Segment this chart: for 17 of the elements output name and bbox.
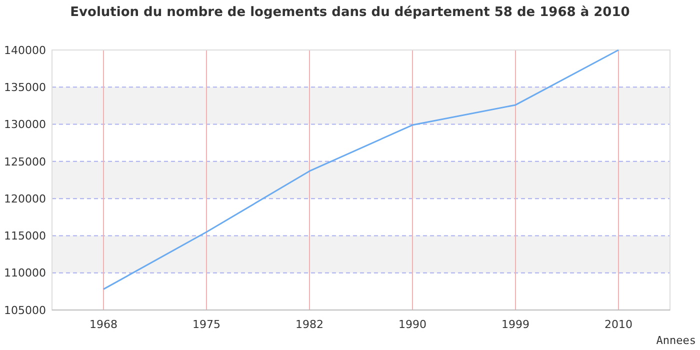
y-tick-label: 135000 — [4, 80, 46, 94]
x-tick-label: 1990 — [398, 318, 426, 331]
y-tick-label: 140000 — [4, 44, 46, 57]
y-tick-label: 125000 — [4, 155, 46, 168]
y-tick-label: 105000 — [4, 304, 46, 317]
x-tick-label: 1968 — [90, 318, 118, 331]
y-tick-label: 110000 — [4, 266, 46, 280]
y-tick-label: 130000 — [4, 118, 46, 132]
x-tick-label: 1982 — [296, 318, 324, 331]
y-tick-label: 115000 — [4, 230, 46, 243]
x-tick-label: 1999 — [502, 318, 530, 331]
x-tick-label: 2010 — [604, 318, 632, 331]
line-series — [102, 49, 620, 290]
y-tick-label: 120000 — [4, 192, 46, 206]
chart-title: Evolution du nombre de logements dans du département 58 de 1968 à 2010 — [70, 5, 630, 20]
x-axis-title: Annees — [656, 334, 696, 347]
x-tick-label: 1975 — [192, 318, 220, 331]
